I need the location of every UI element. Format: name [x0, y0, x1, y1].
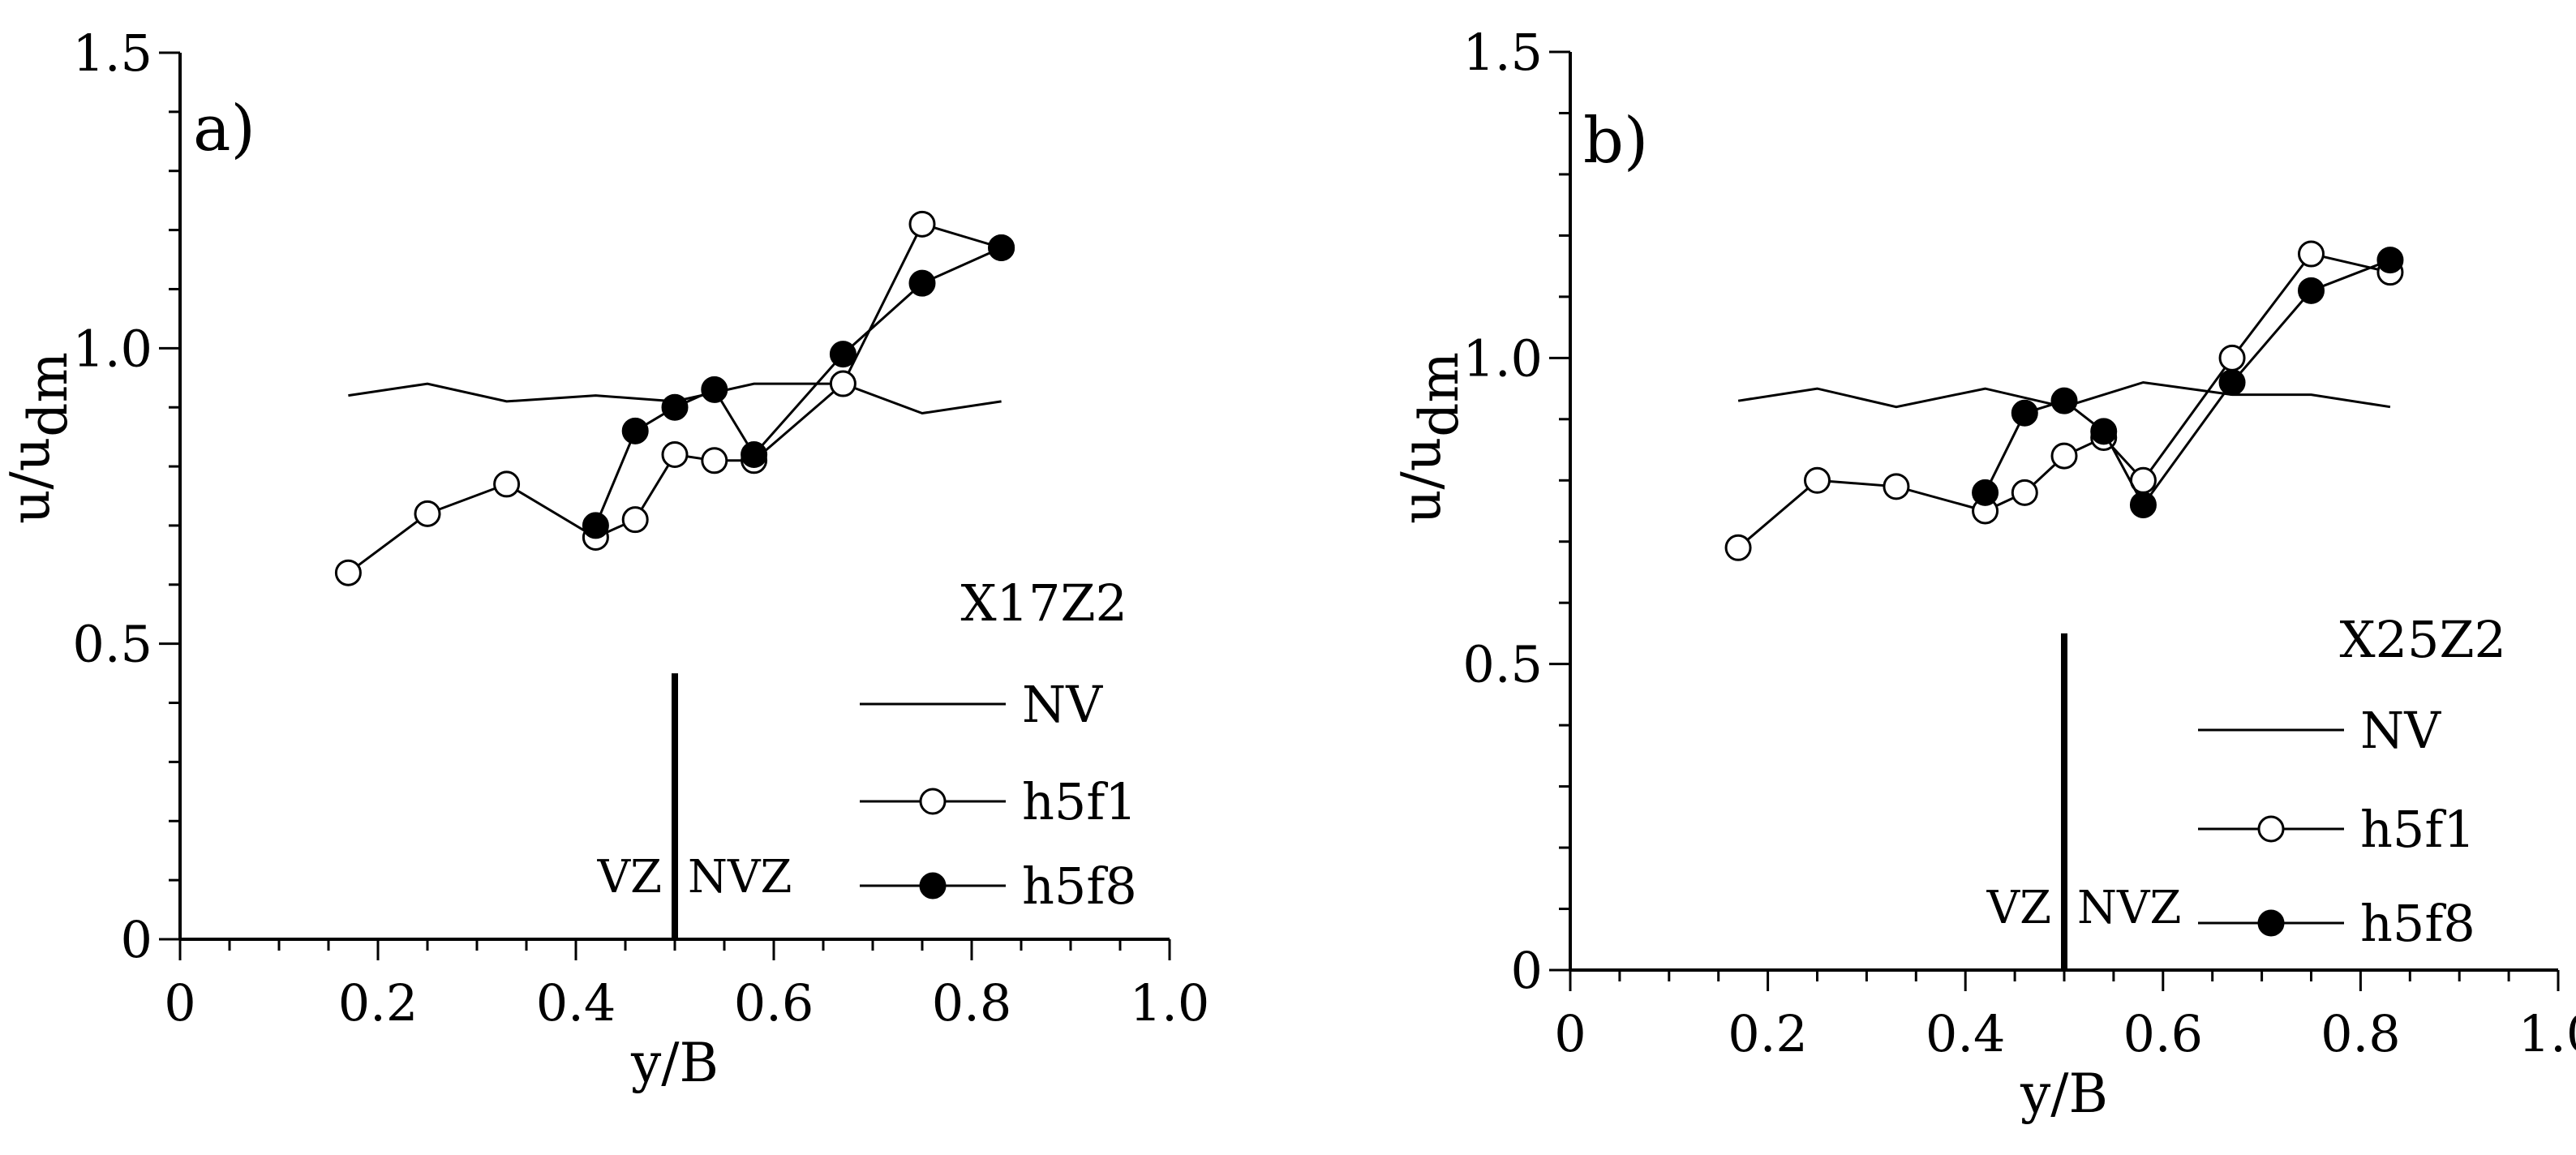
legend-label-h5f1: h5f1: [2360, 800, 2475, 859]
x-tick-label: 0.8: [2321, 1004, 2401, 1063]
y-axis-title-main: u/u: [0, 437, 62, 524]
panel-a-chart: 0 0.2 0.4 0.6 0.8 1.0 0 0.5 1.0 1.5 y/B u/udm a) VZ NV…: [0, 24, 1209, 1094]
data-point-h5f1: [701, 447, 728, 474]
x-tick-label: 1.0: [1130, 973, 1210, 1033]
data-point-h5f1: [1883, 473, 1910, 500]
data-point-h5f8: [741, 440, 768, 468]
series-line-h5f8: [1984, 259, 2391, 508]
x-tick-label: 0: [164, 973, 195, 1033]
data-point-h5f8: [908, 269, 936, 297]
data-point-h5f8: [2090, 418, 2118, 445]
data-point-h5f8: [621, 417, 649, 444]
data-point-h5f1: [908, 210, 936, 238]
data-point-h5f1: [661, 440, 689, 468]
x-tick-label: 0.6: [734, 973, 814, 1033]
data-point-h5f1: [493, 470, 521, 498]
data-point-h5f1: [2011, 479, 2038, 506]
zone-label-vz: VZ: [1986, 882, 2051, 934]
legend-marker-h5f1: [2257, 815, 2285, 843]
legend-marker-h5f8: [2257, 909, 2285, 937]
legend-marker-h5f8: [919, 872, 947, 900]
x-tick-label: 1.0: [2518, 1004, 2576, 1063]
y-tick-label: 1.5: [72, 24, 152, 83]
legend-case-label: X17Z2: [960, 573, 1127, 633]
data-point-h5f8: [582, 512, 609, 539]
legend-label-h5f8: h5f8: [1022, 857, 1137, 916]
y-tick-label: 1.5: [1462, 23, 1543, 82]
data-point-h5f1: [2298, 240, 2325, 268]
y-axis-title-main: u/u: [1390, 437, 1453, 524]
data-point-h5f1: [829, 370, 857, 397]
data-point-h5f1: [414, 500, 441, 527]
data-point-h5f8: [701, 376, 728, 403]
data-point-h5f1: [1724, 534, 1752, 561]
data-point-h5f1: [621, 506, 649, 534]
y-axis-title: u/udm: [0, 352, 79, 524]
panel-label: b): [1583, 105, 1648, 178]
data-point-h5f8: [661, 393, 689, 421]
legend-label-NV: NV: [1022, 675, 1103, 734]
zone-label-vz: VZ: [597, 851, 662, 904]
y-tick-label: 1.0: [1462, 328, 1543, 388]
y-axis-title: u/udm: [1390, 352, 1470, 524]
data-point-h5f8: [829, 341, 857, 368]
x-axis-title: y/B: [630, 1032, 719, 1094]
data-point-h5f1: [2050, 442, 2078, 470]
data-point-h5f8: [2376, 247, 2404, 274]
data-point-h5f8: [2298, 277, 2325, 304]
data-point-h5f1: [334, 559, 362, 586]
legend-label-h5f8: h5f8: [2360, 894, 2475, 953]
y-tick-label: 0: [1511, 941, 1543, 1000]
legend-label-NV: NV: [2360, 701, 2441, 760]
x-tick-label: 0.4: [1926, 1004, 2006, 1063]
y-axis-title-subscript: dm: [1408, 352, 1470, 437]
panel-b-chart: 0 0.2 0.4 0.6 0.8 1.0 0 0.5 1.0 1.5 y/B u/udm b) VZ NV…: [1390, 23, 2576, 1125]
x-tick-label: 0.8: [932, 973, 1012, 1033]
data-point-h5f8: [988, 234, 1015, 261]
zone-label-nvz: NVZ: [688, 851, 792, 904]
y-tick-label: 0.5: [1462, 635, 1543, 694]
legend-label-h5f1: h5f1: [1022, 772, 1137, 831]
x-tick-label: 0.4: [536, 973, 616, 1033]
zone-label-nvz: NVZ: [2077, 882, 2181, 934]
data-point-h5f8: [2011, 399, 2038, 427]
x-tick-label: 0.2: [338, 973, 419, 1033]
x-tick-label: 0.6: [2123, 1004, 2203, 1063]
data-point-h5f8: [2129, 491, 2157, 518]
data-point-h5f8: [1972, 479, 1999, 506]
y-tick-label: 0.5: [72, 615, 152, 674]
data-point-h5f8: [2218, 369, 2246, 397]
x-tick-label: 0: [1554, 1004, 1586, 1063]
y-tick-label: 0: [121, 910, 152, 969]
x-axis-title: y/B: [2020, 1063, 2108, 1125]
y-tick-label: 1.0: [72, 319, 152, 378]
legend-marker-h5f1: [919, 788, 947, 815]
y-axis-title-subscript: dm: [17, 352, 79, 437]
data-point-h5f1: [2218, 344, 2246, 371]
data-point-h5f8: [2050, 387, 2078, 414]
legend-case-label: X25Z2: [2339, 610, 2506, 669]
data-point-h5f1: [1804, 466, 1831, 494]
x-tick-label: 0.2: [1728, 1004, 1808, 1063]
panel-label: a): [193, 92, 255, 165]
